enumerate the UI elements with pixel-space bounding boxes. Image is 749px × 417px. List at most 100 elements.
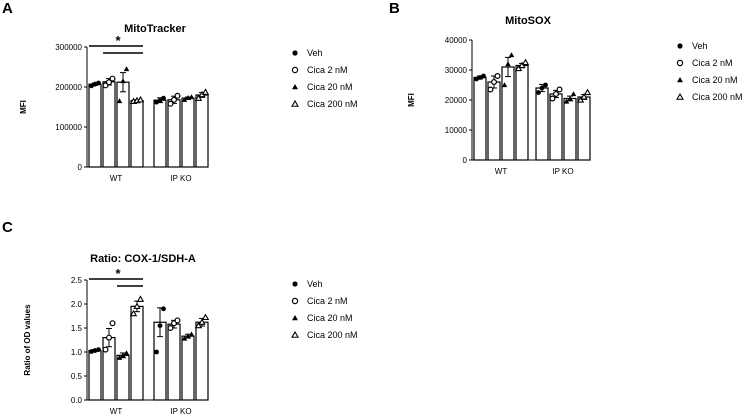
cox1-sdha-data-point [123,350,130,356]
mitotracker-data-point [201,88,210,95]
cox1-sdha-data-point [136,295,145,302]
mitosox-data-point [583,88,592,96]
mitosox-legend-marker [677,43,683,49]
cox1-sdha-category-label: IP KO [170,407,191,416]
mitotracker-title: MitoTracker [124,23,186,35]
mitotracker-bar [195,94,209,168]
cox1-sdha-data-point [129,309,138,317]
mitotracker-data-point [157,98,163,103]
mitosox-data-point [556,86,563,93]
mitotracker-data-point [174,92,181,99]
mitotracker-data-point [116,98,123,104]
mitosox-bar [487,81,501,161]
mitotracker-bar [130,99,144,168]
mitosox-title: MitoSOX [505,15,551,27]
panel-letter-a: A [2,0,13,17]
chart-cox1-sdha: Ratio: COX-1/SDH-A Ratio of OD values 0.0 0… [23,253,358,416]
mitosox-y-tick-label: 20000 [445,96,468,105]
cox1-sdha-y-tick-label: 0.0 [71,396,83,405]
mitosox-y-tick-label: 40000 [445,36,468,45]
mitotracker-bar [88,83,102,168]
chart-mitosox: MitoSOX MFI 0 10000 20000 30000 40000 WT IP KO Ve… [407,15,743,176]
mitotracker-y-tick-label: 100000 [55,123,82,132]
mitotracker-legend-marker [292,50,298,56]
cox1-sdha-legend-label: Cica 200 nM [307,330,358,340]
cox1-sdha-legend-marker [292,281,298,287]
cox1-sdha-data-point [157,323,163,328]
mitosox-legend-label: Cica 20 nM [692,75,738,85]
cox1-sdha-legend-marker [291,330,299,338]
mitosox-bar [563,97,577,161]
mitotracker-significance-star: * [115,33,121,48]
mitosox-data-point [567,95,573,101]
mitotracker-data-point [120,78,126,84]
cox1-sdha-data-point [167,325,174,332]
mitosox-data-point [536,90,541,95]
cox1-sdha-data-point [201,313,210,321]
mitosox-data-point [549,95,556,102]
mitotracker-legend-marker [291,99,299,107]
cox1-sdha-bar [181,335,195,401]
mitotracker-legend-label: Veh [307,48,323,58]
mitosox-data-point [570,91,577,97]
mitotracker-bar [181,97,195,168]
mitotracker-data-point [105,79,112,86]
mitotracker-y-tick-label: 0 [78,163,83,172]
mitosox-bar [473,76,487,161]
cox1-sdha-bar [88,349,102,401]
mitosox-data-point [514,64,523,72]
mitotracker-legend-marker [292,84,298,90]
cox1-sdha-y-tick-label: 0.5 [71,372,83,381]
cox1-sdha-data-point [194,321,203,329]
mitosox-data-point [487,86,494,93]
mitosox-y-tick-label: 30000 [445,66,468,75]
mitosox-data-point [491,78,498,85]
cox1-sdha-data-point [120,352,126,358]
mitosox-bar [535,87,549,161]
mitotracker-data-point [167,100,174,107]
cox1-sdha-y-tick-label: 2.5 [71,276,83,285]
mitotracker-data-point [181,97,188,102]
mitosox-bar [549,93,563,161]
mitotracker-data-point [171,96,178,103]
cox1-sdha-data-point [174,317,181,324]
mitosox-legend-label: Veh [692,41,708,51]
cox1-sdha-title: Ratio: COX-1/SDH-A [90,253,196,265]
mitotracker-data-point [161,95,166,101]
cox1-sdha-y-tick-label: 2.0 [71,300,83,309]
mitotracker-y-tick-label: 200000 [55,83,82,92]
mitosox-legend-label: Cica 2 nM [692,58,733,68]
cox1-sdha-data-point [109,320,116,327]
cox1-sdha-legend-label: Cica 2 nM [307,296,348,306]
cox1-sdha-data-point [188,331,195,337]
mitotracker-bar [102,81,116,168]
mitosox-legend-marker [676,92,684,100]
mitosox-data-point [521,58,530,66]
cox1-sdha-y-axis-label: Ratio of OD values [23,304,32,376]
mitosox-legend-label: Cica 200 nM [692,92,743,102]
mitotracker-bar [167,99,181,168]
panel-letter-b: B [389,0,400,17]
mitosox-legend-marker [677,77,683,83]
cox1-sdha-bar [130,305,144,401]
mitosox-y-tick-label: 10000 [445,126,468,135]
mitotracker-legend-label: Cica 200 nM [307,99,358,109]
mitotracker-data-point [194,94,203,101]
mitosox-y-axis-label: MFI [407,93,416,107]
cox1-sdha-y-tick-label: 1.0 [71,348,83,357]
mitotracker-legend-label: Cica 2 nM [307,65,348,75]
mitotracker-data-point [96,80,101,86]
mitotracker-y-tick-label: 300000 [55,43,82,52]
mitotracker-data-point [109,75,116,82]
cox1-sdha-data-point [161,306,166,312]
mitotracker-bar [153,99,167,168]
mitosox-data-point [580,93,588,100]
chart-mitotracker: MitoTracker MFI 0 100000 200000 300000 WT IP KO… [19,23,358,183]
panel-letter-c: C [2,219,13,236]
mitotracker-y-axis-label: MFI [19,100,28,114]
mitosox-data-point [552,90,559,97]
cox1-sdha-legend-label: Veh [307,279,323,289]
cox1-sdha-data-point [154,349,159,355]
mitosox-data-point [518,61,526,69]
